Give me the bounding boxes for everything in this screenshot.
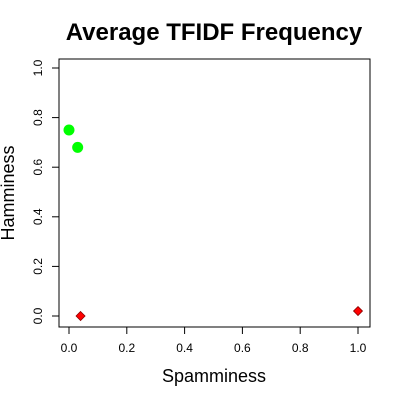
x-tick-label: 1.0 — [350, 341, 367, 355]
data-point-circle — [63, 124, 75, 136]
data-point-diamond — [75, 310, 86, 322]
x-tick-label: 0.6 — [234, 341, 251, 355]
x-tick-label: 0.4 — [176, 341, 193, 355]
x-axis-label: Spamminess — [162, 366, 266, 386]
x-tick-label: 0.8 — [292, 341, 309, 355]
y-axis: 0.0 0.2 0.4 0.6 0.8 1.0 — [31, 59, 60, 324]
plot-frame — [58, 58, 371, 328]
x-tick-label: 0.2 — [118, 341, 135, 355]
data-points — [63, 124, 364, 322]
chart-title: Average TFIDF Frequency — [66, 19, 363, 46]
x-axis: 0.0 0.2 0.4 0.6 0.8 1.0 — [61, 326, 367, 355]
y-axis-label: Hamminess — [0, 145, 18, 240]
data-point-circle — [72, 141, 84, 153]
y-tick-label: 1.0 — [31, 59, 45, 76]
data-point-diamond — [352, 305, 364, 317]
y-tick-label: 0.0 — [31, 307, 45, 324]
y-tick-label: 0.4 — [31, 208, 45, 225]
y-tick-label: 0.6 — [31, 159, 45, 176]
y-tick-label: 0.2 — [31, 258, 45, 275]
x-tick-label: 0.0 — [61, 341, 78, 355]
y-tick-label: 0.8 — [31, 109, 45, 126]
